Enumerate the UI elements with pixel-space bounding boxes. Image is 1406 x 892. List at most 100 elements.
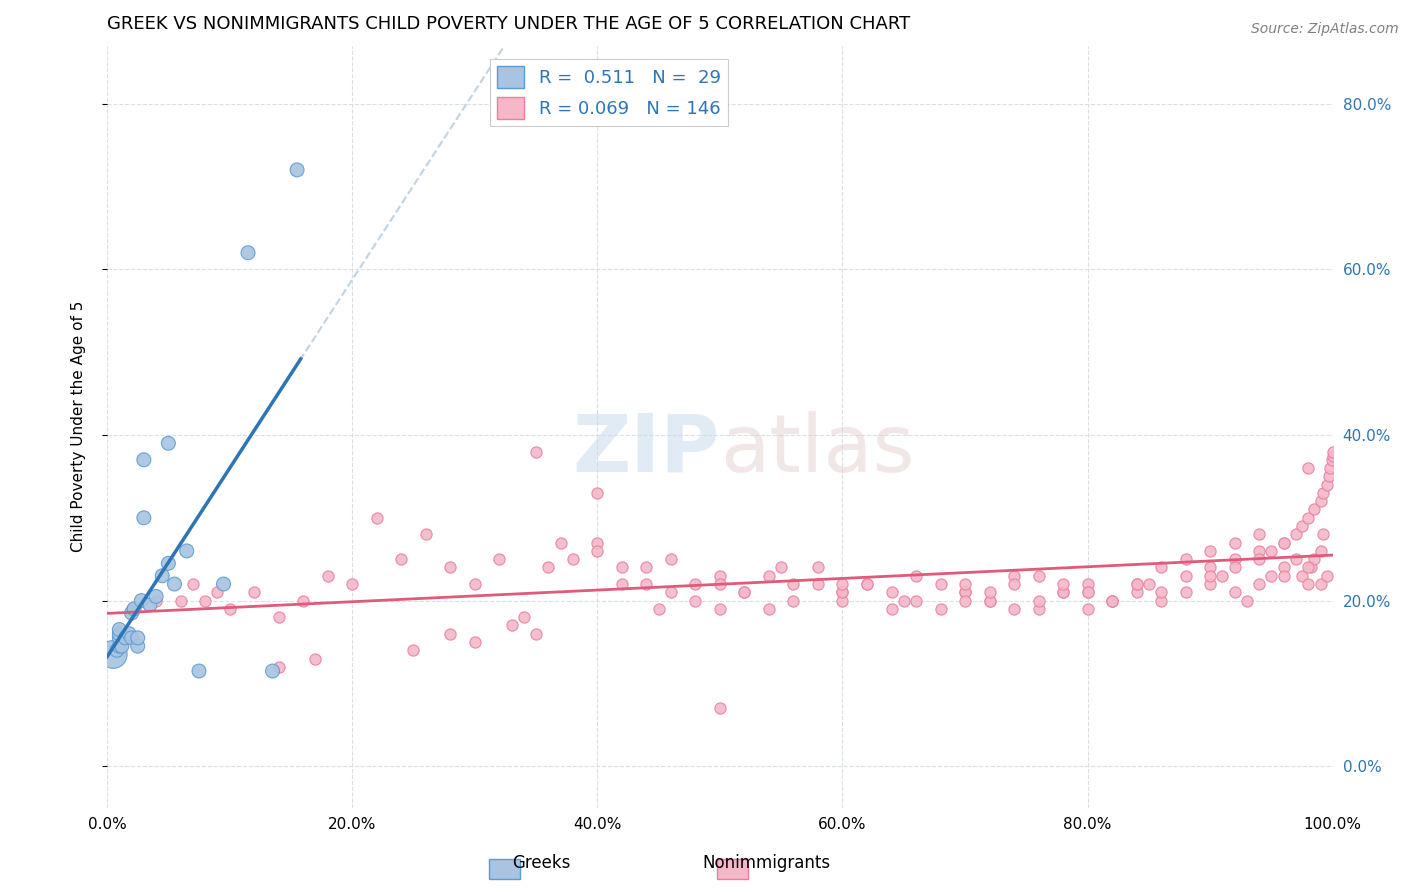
Point [1249, 552, 1271, 566]
Point [108, 623, 131, 637]
Point [1322, 449, 1344, 463]
Point [488, 552, 510, 566]
Point [979, 585, 1001, 599]
Point [1002, 602, 1025, 616]
Point [145, 590, 167, 604]
Point [111, 639, 134, 653]
Point [685, 577, 707, 591]
Point [1317, 469, 1340, 483]
Text: ZIP: ZIP [572, 410, 720, 489]
Point [176, 544, 198, 558]
Text: atlas: atlas [720, 410, 914, 489]
Point [114, 631, 136, 645]
Point [831, 585, 853, 599]
Legend: R =  0.511   N =  29, R = 0.069   N = 146: R = 0.511 N = 29, R = 0.069 N = 146 [489, 59, 728, 126]
Point [905, 593, 928, 607]
Point [285, 162, 308, 177]
Point [145, 593, 167, 607]
Point [1296, 577, 1319, 591]
Point [856, 577, 879, 591]
Point [1309, 577, 1331, 591]
Point [1223, 552, 1246, 566]
Point [1174, 585, 1197, 599]
Point [1028, 593, 1050, 607]
Point [127, 631, 149, 645]
Point [1320, 452, 1343, 467]
Point [586, 535, 609, 549]
Point [807, 577, 830, 591]
Point [1285, 552, 1308, 566]
Point [1125, 577, 1147, 591]
Point [207, 585, 229, 599]
Point [1150, 593, 1173, 607]
Point [586, 486, 609, 500]
Point [501, 618, 523, 632]
Point [1249, 544, 1271, 558]
Point [880, 585, 903, 599]
Point [108, 626, 131, 640]
Point [1052, 577, 1074, 591]
Point [1322, 444, 1344, 458]
Point [1125, 577, 1147, 591]
Point [108, 639, 131, 653]
Point [685, 593, 707, 607]
Point [782, 593, 804, 607]
Point [366, 510, 388, 524]
Point [1223, 585, 1246, 599]
Point [131, 593, 153, 607]
Point [1296, 461, 1319, 475]
Point [188, 664, 211, 678]
Point [236, 245, 259, 260]
Point [1199, 544, 1222, 558]
Point [342, 577, 364, 591]
Point [770, 560, 793, 574]
Point [953, 593, 976, 607]
Point [1002, 577, 1025, 591]
Point [1285, 527, 1308, 541]
Point [1223, 560, 1246, 574]
Point [150, 568, 173, 582]
Point [1319, 461, 1341, 475]
Point [953, 585, 976, 599]
Point [1272, 568, 1295, 582]
Point [610, 560, 633, 574]
Point [1052, 585, 1074, 599]
Point [103, 648, 125, 662]
Point [1303, 552, 1326, 566]
Point [1052, 585, 1074, 599]
Point [316, 568, 339, 582]
Point [709, 577, 731, 591]
Point [1101, 593, 1123, 607]
Point [758, 602, 780, 616]
Point [218, 602, 240, 616]
Point [1296, 510, 1319, 524]
Point [586, 544, 609, 558]
Point [1174, 568, 1197, 582]
Point [194, 593, 217, 607]
Point [1150, 560, 1173, 574]
Point [1028, 568, 1050, 582]
Point [561, 552, 583, 566]
Point [831, 585, 853, 599]
Point [524, 444, 547, 458]
Point [1272, 535, 1295, 549]
Point [1077, 585, 1099, 599]
Point [929, 602, 952, 616]
Point [1291, 568, 1313, 582]
Point [127, 639, 149, 653]
Point [1249, 527, 1271, 541]
Point [1312, 486, 1334, 500]
Point [1260, 544, 1282, 558]
Point [439, 626, 461, 640]
Point [647, 602, 669, 616]
Point [132, 510, 155, 524]
Point [709, 602, 731, 616]
Point [905, 568, 928, 582]
Point [1296, 560, 1319, 574]
Point [1150, 585, 1173, 599]
Point [139, 598, 162, 612]
Point [267, 610, 290, 624]
Text: Greeks: Greeks [512, 855, 571, 872]
Point [121, 631, 143, 645]
Point [513, 610, 536, 624]
